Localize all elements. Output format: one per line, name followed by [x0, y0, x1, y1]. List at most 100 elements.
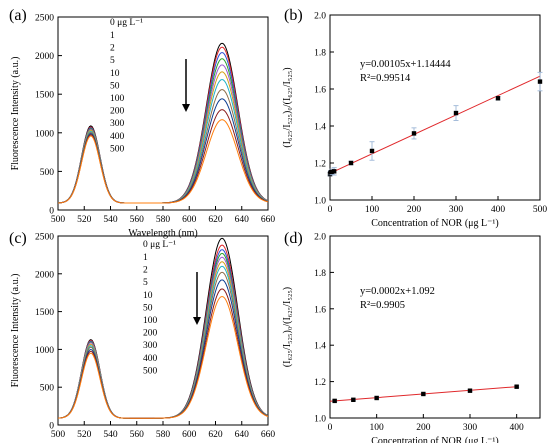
x-axis-title: Concentration of NOR (μg L⁻¹) — [371, 218, 499, 229]
panel-b: (b) 0 100 200 300 400 500 1.0 1.2 1.4 1.6 1.8 2.0 Con… — [282, 7, 547, 229]
spectrum-line-500 — [58, 119, 268, 204]
x-tick-label: 100 — [365, 205, 380, 215]
legend-item: 1 — [143, 253, 148, 263]
panel-label: (d) — [284, 230, 303, 247]
y-tick-label: 1.0 — [314, 415, 326, 425]
fit-equation: y=0.0002x+1.092 — [360, 286, 435, 297]
x-tick-label: 560 — [130, 215, 145, 225]
y-tick-label: 1.2 — [314, 378, 326, 388]
y-tick-label: 1.6 — [314, 86, 326, 96]
x-tick-label: 300 — [449, 205, 464, 215]
data-point — [453, 110, 459, 116]
panel-c: (c)500 520 540 560 580 600 620 640 6600500100015… — [9, 230, 276, 440]
x-tick-label: 200 — [407, 205, 422, 215]
y-tick-label: 1.6 — [314, 305, 326, 315]
legend-item: 5 — [110, 56, 115, 66]
x-tick-label: 560 — [130, 430, 145, 440]
data-point — [467, 388, 473, 393]
x-tick-label: 100 — [370, 423, 385, 433]
legend-item: 1 — [110, 31, 115, 41]
y-tick-label: 1.8 — [314, 49, 326, 59]
legend-item: 5 — [143, 278, 148, 288]
legend-item: 100 — [143, 316, 158, 326]
legend-item: 100 — [110, 94, 125, 104]
panel-label: (b) — [284, 7, 303, 24]
data-point — [374, 395, 379, 401]
legend-item: 10 — [110, 69, 120, 79]
data-point — [348, 160, 354, 166]
data-point — [411, 131, 417, 136]
legend: 0 μg L⁻¹ 1 2 5 10 50 100 200 300 400 500 — [110, 18, 143, 154]
y-tick-label: 2.0 — [314, 233, 326, 243]
fit-r2: R²=0.9905 — [360, 300, 405, 311]
y-tick-label: 1000 — [35, 346, 54, 356]
legend-item: 200 — [143, 329, 158, 339]
arrow-head — [193, 317, 201, 325]
y-tick-label: 2500 — [35, 233, 54, 243]
panel-label: (c) — [9, 230, 27, 247]
plot-frame — [329, 14, 541, 201]
spectra — [58, 42, 268, 204]
x-tick-label: 580 — [156, 430, 171, 440]
legend-item: 2 — [110, 44, 115, 54]
x-tick-label: 600 — [182, 430, 197, 440]
y-tick-label: 500 — [40, 168, 55, 178]
x-tick-label: 620 — [208, 215, 223, 225]
x-tick-label: 300 — [463, 423, 478, 433]
data-point — [537, 79, 543, 84]
x-tick-label: 600 — [182, 215, 197, 225]
y-tick-label: 0 — [49, 207, 54, 217]
x-tick-label: 0 — [328, 423, 333, 433]
x-tick-label: 580 — [156, 215, 171, 225]
legend-item: 400 — [110, 132, 125, 142]
y-axis-title: (I₆₂₅/I₅₂₅)₀/(I₆₂₅/I₅₂₅) — [282, 67, 293, 147]
legend-header: 0 μg L⁻¹ — [143, 240, 176, 250]
x-tick-label: 400 — [510, 423, 525, 433]
x-axis-title: Wavelength (nm) — [128, 228, 197, 239]
panel-a: (a)500 520 540 560 580 600 620 640 6600500100015… — [9, 7, 275, 239]
legend-item: 2 — [143, 266, 148, 276]
plot-frame — [329, 235, 541, 419]
data-point — [421, 391, 426, 397]
spectra — [58, 237, 268, 419]
data-point — [514, 384, 519, 389]
y-tick-label: 1.8 — [314, 269, 326, 279]
data-point — [351, 397, 356, 402]
legend-item: 10 — [143, 291, 153, 301]
plot-frame — [57, 235, 269, 426]
y-tick-label: 1.0 — [314, 197, 326, 207]
x-tick-label: 640 — [235, 430, 250, 440]
y-tick-label: 1.2 — [314, 160, 326, 170]
legend-item: 400 — [143, 354, 158, 364]
arrow-head — [182, 104, 190, 112]
y-tick-label: 2000 — [35, 52, 54, 62]
y-tick-label: 0 — [49, 422, 54, 432]
x-tick-label: 400 — [491, 205, 506, 215]
legend-item: 500 — [110, 144, 125, 154]
spectrum-line-500 — [58, 295, 268, 419]
fit-line — [329, 75, 541, 174]
fit-equation: y=0.00105x+1.14444 — [360, 59, 451, 70]
legend-item: 50 — [110, 81, 120, 91]
panel-label: (a) — [9, 7, 27, 24]
x-tick-label: 500 — [533, 205, 548, 215]
x-tick-label: 540 — [103, 215, 118, 225]
x-tick-label: 660 — [261, 430, 276, 440]
legend-item: 300 — [143, 341, 158, 351]
y-axis-title: (I₆₂₅/I₅₂₅)₀/(I₆₂₅/I₅₂₅) — [282, 287, 293, 367]
legend-item: 50 — [143, 303, 153, 313]
legend-item: 200 — [110, 107, 125, 117]
x-tick-label: 500 — [51, 215, 66, 225]
x-tick-label: 540 — [103, 430, 118, 440]
legend-item: 500 — [143, 366, 158, 376]
x-tick-label: 620 — [208, 430, 223, 440]
x-tick-label: 0 — [328, 205, 333, 215]
y-axis-title: Fluorescence Intensity (a.u.) — [10, 57, 21, 171]
y-axis-title: Fluorescence Intensity (a.u.) — [10, 274, 21, 388]
x-tick-label: 640 — [235, 215, 250, 225]
fit-r2: R²=0.99514 — [360, 73, 411, 84]
y-tick-label: 1500 — [35, 91, 54, 101]
y-tick-label: 2500 — [35, 14, 54, 24]
y-tick-label: 2.0 — [314, 12, 326, 22]
